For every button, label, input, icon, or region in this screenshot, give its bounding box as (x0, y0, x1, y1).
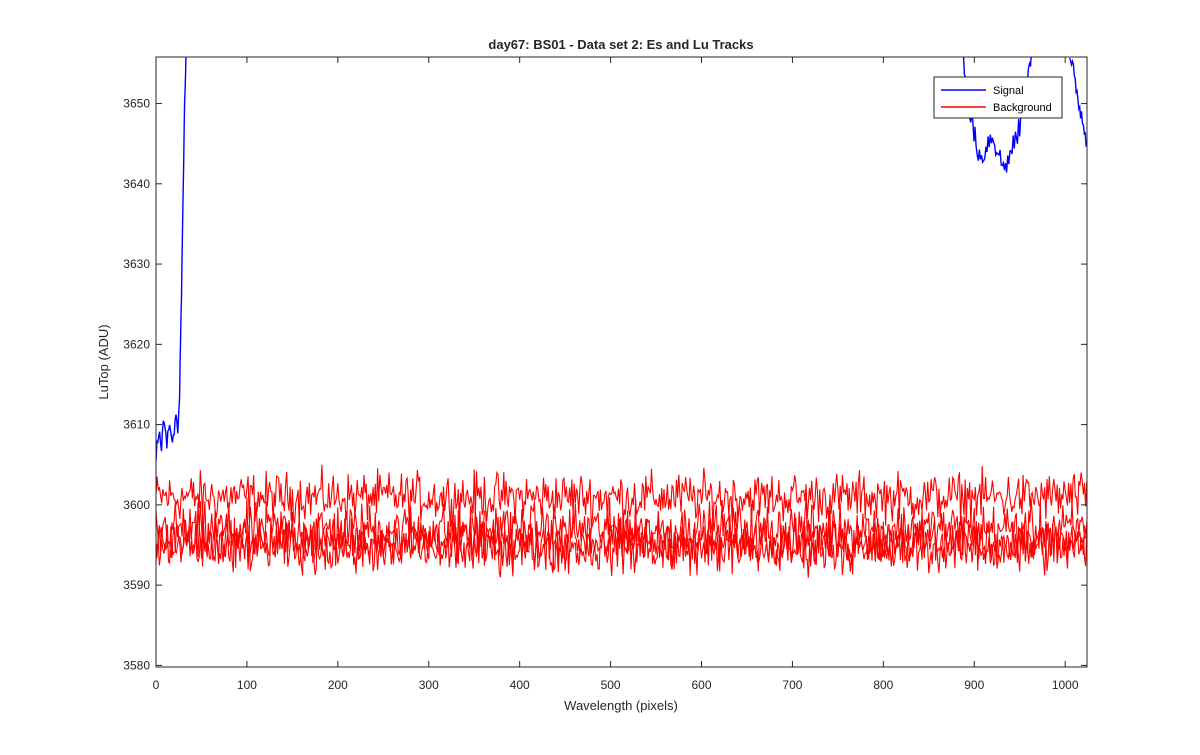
y-tick-label: 3580 (123, 658, 150, 672)
y-tick-label: 3600 (123, 498, 150, 512)
x-tick-label: 100 (237, 678, 257, 692)
background-line-4 (156, 517, 1087, 578)
y-tick-label: 3630 (123, 257, 150, 271)
x-tick-label: 400 (510, 678, 530, 692)
y-tick-label: 3640 (123, 177, 150, 191)
x-tick-label: 800 (873, 678, 893, 692)
signal-line-1 (156, 57, 187, 462)
chart-title: day67: BS01 - Data set 2: Es and Lu Trac… (488, 37, 753, 52)
legend-label-signal: Signal (993, 85, 1024, 97)
legend-box (933, 76, 1063, 119)
y-tick-label: 3620 (123, 337, 150, 351)
x-tick-label: 600 (691, 678, 711, 692)
background-line-1 (156, 464, 1087, 531)
series-layer (156, 57, 1087, 578)
x-tick-label: 1000 (1052, 678, 1079, 692)
y-tick-label: 3590 (123, 578, 150, 592)
axes-layer: 0 100 200 300 400 500 600 700 800 900 1000 3580 3590… (123, 56, 1088, 692)
x-tick-label: 300 (419, 678, 439, 692)
y-tick-label: 3610 (123, 418, 150, 432)
legend-label-background: Background (993, 102, 1052, 114)
y-axis-label: LuTop (ADU) (96, 324, 111, 399)
x-axis-label: Wavelength (pixels) (564, 698, 678, 713)
signal-line-3 (1069, 57, 1087, 147)
y-tick-label: 3650 (123, 97, 150, 111)
legend: Signal Background (933, 76, 1063, 119)
x-tick-label: 700 (782, 678, 802, 692)
x-tick-label: 900 (964, 678, 984, 692)
x-tick-label: 0 (153, 678, 160, 692)
x-tick-label: 200 (328, 678, 348, 692)
x-tick-label: 500 (601, 678, 621, 692)
plot-frame (155, 56, 1088, 668)
